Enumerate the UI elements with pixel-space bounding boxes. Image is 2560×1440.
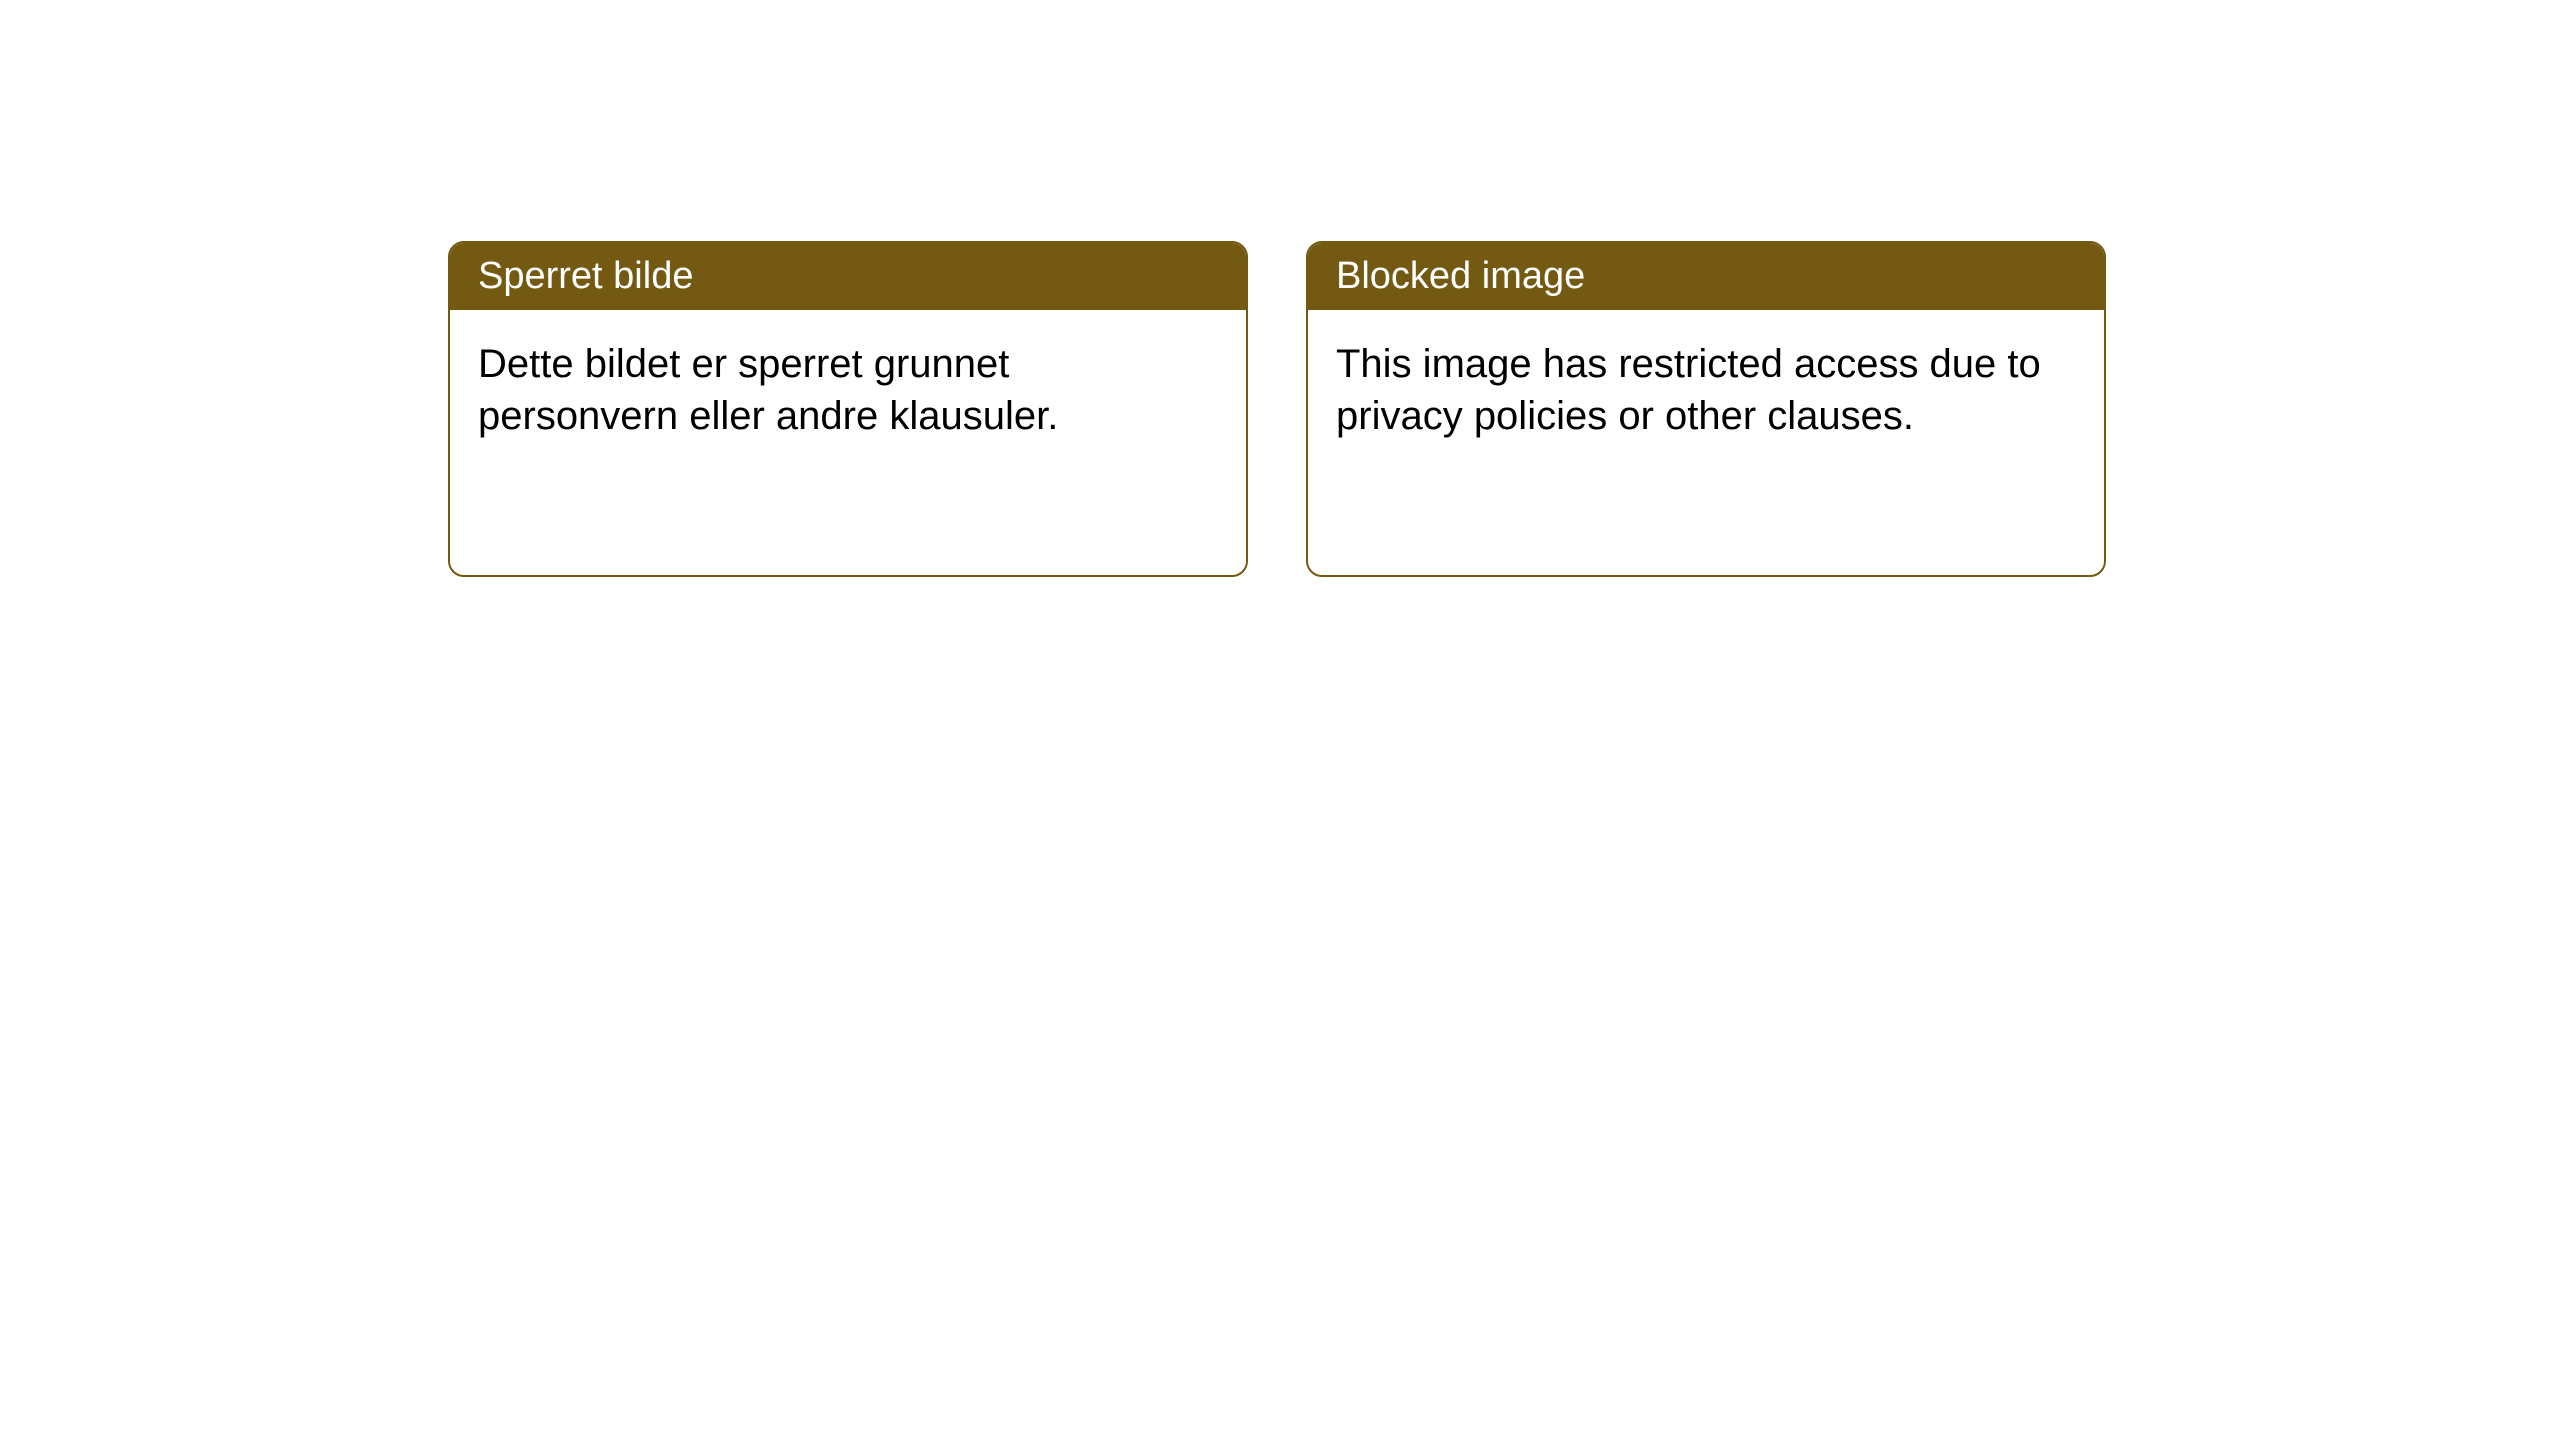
notice-card-english: Blocked image This image has restricted … [1306,241,2106,577]
notice-body: Dette bildet er sperret grunnet personve… [450,310,1246,470]
notice-card-norwegian: Sperret bilde Dette bildet er sperret gr… [448,241,1248,577]
notice-header: Sperret bilde [450,243,1246,310]
notice-body: This image has restricted access due to … [1308,310,2104,470]
notice-container: Sperret bilde Dette bildet er sperret gr… [448,241,2106,577]
notice-header: Blocked image [1308,243,2104,310]
